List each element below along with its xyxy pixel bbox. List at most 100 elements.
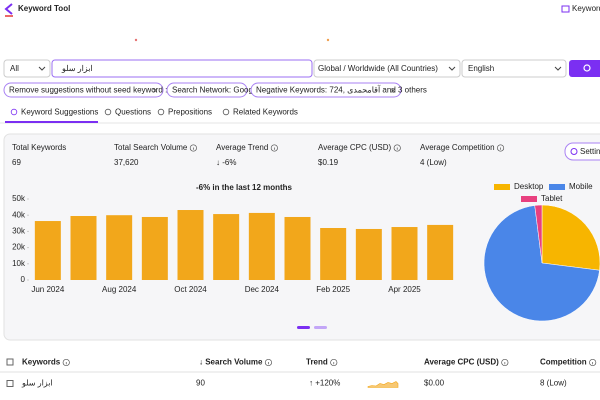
scope-value: All <box>10 64 19 73</box>
tab-icon <box>10 108 18 116</box>
legend-label: Tablet <box>541 194 563 203</box>
bar <box>355 228 382 280</box>
bar <box>391 227 418 280</box>
settings-button[interactable] <box>564 142 600 161</box>
bar <box>34 221 61 280</box>
stat-label: Average Competition <box>420 143 495 152</box>
column-header: Average CPC (USD) <box>424 358 499 367</box>
y-tick-label: 40k <box>12 210 26 219</box>
row-checkbox[interactable] <box>6 380 14 387</box>
chip-close[interactable] <box>152 88 158 93</box>
sparkline <box>367 381 399 388</box>
carousel-dot[interactable] <box>297 326 310 329</box>
carousel-dot[interactable] <box>314 326 327 329</box>
legend-label: Desktop <box>514 182 544 191</box>
tab-icon <box>157 108 165 116</box>
info-icon <box>497 144 505 152</box>
x-tick-label: Oct 2024 <box>174 285 207 294</box>
info-icon <box>589 358 597 367</box>
select-all[interactable] <box>6 358 14 366</box>
logo <box>4 3 13 15</box>
cart-icon <box>561 5 570 13</box>
stat-label: Average Trend <box>216 143 268 152</box>
info-icon <box>189 144 197 152</box>
app-title: Keyword Tool <box>18 4 70 13</box>
stat-value: 69 <box>12 158 21 167</box>
settings-label: Settings <box>580 147 600 156</box>
legend-swatch <box>549 184 565 190</box>
filter-chip[interactable] <box>166 82 248 98</box>
tab[interactable]: Prepositions <box>168 108 212 117</box>
y-tick-label: 10k <box>12 259 26 268</box>
bar <box>320 227 347 280</box>
chip-close[interactable] <box>390 88 396 93</box>
x-tick-label: Dec 2024 <box>245 285 280 294</box>
search-query: ابزار سلو <box>61 64 93 73</box>
info-icon <box>501 358 509 367</box>
column-header: Competition <box>540 358 587 367</box>
chevron <box>448 66 456 71</box>
table-cell: $0.00 <box>424 379 445 388</box>
table-cell: ابزار سلو <box>21 379 53 388</box>
location-select[interactable] <box>313 59 461 78</box>
bar <box>177 210 204 280</box>
pie-slice <box>483 205 600 322</box>
search-icon <box>583 64 591 72</box>
x-tick-label: Feb 2025 <box>316 285 350 294</box>
language-value: English <box>468 64 494 73</box>
column-header: Keywords <box>22 358 61 367</box>
x-tick-label: Aug 2024 <box>102 285 137 294</box>
y-tick-label: 30k <box>12 227 26 236</box>
table-cell: 8 (Low) <box>540 379 567 388</box>
tab[interactable]: Related Keywords <box>233 108 298 117</box>
bar <box>284 216 311 280</box>
pie-slice <box>534 204 543 264</box>
tab[interactable]: Keyword Suggestions <box>21 108 98 117</box>
column-header: ↓ Search Volume <box>199 358 263 367</box>
location-value: Global / Worldwide (All Countries) <box>318 64 438 73</box>
legend-label: Mobile <box>569 182 593 191</box>
chart-title: -6% in the last 12 months <box>196 183 293 192</box>
tab[interactable]: Questions <box>115 108 151 117</box>
legend-swatch <box>521 196 537 202</box>
scope-select[interactable] <box>3 59 51 78</box>
bar <box>248 212 275 280</box>
legend-swatch <box>494 184 510 190</box>
info-icon <box>393 144 401 152</box>
bar <box>427 224 454 280</box>
y-tick-label: 50k <box>12 194 26 203</box>
info-icon <box>62 358 70 367</box>
tab-icon <box>104 108 112 116</box>
stat-value: 37,620 <box>114 158 139 167</box>
stat-label: Total Search Volume <box>114 143 188 152</box>
x-tick-label: Jun 2024 <box>31 285 64 294</box>
bar <box>70 216 97 280</box>
info-icon <box>330 358 338 367</box>
tab-icon <box>222 108 230 116</box>
deco <box>326 38 330 42</box>
stat-label: Total Keywords <box>12 143 66 152</box>
chevron <box>38 66 46 71</box>
stat-label: Average CPC (USD) <box>318 143 392 152</box>
filter-chip-label: Remove suggestions without seed keyword … <box>9 86 180 95</box>
search-input[interactable] <box>51 59 313 78</box>
info-icon <box>270 144 278 152</box>
deco <box>134 38 138 42</box>
filter-chip[interactable] <box>250 82 402 98</box>
table-cell: ↑ +120% <box>309 379 340 388</box>
gear-icon <box>570 148 578 155</box>
filter-chip[interactable] <box>3 82 164 98</box>
bar <box>213 214 240 280</box>
info-icon <box>264 358 272 367</box>
stat-value: $0.19 <box>318 158 339 167</box>
active-tab-indicator <box>5 121 98 123</box>
x-tick-label: Apr 2025 <box>388 285 421 294</box>
stat-value: ↓ -6% <box>216 158 236 167</box>
header-link[interactable]: Keyword <box>572 4 600 13</box>
bar <box>141 216 168 280</box>
language-select[interactable] <box>461 59 567 78</box>
table-cell: 90 <box>196 379 205 388</box>
filter-chip-label: Negative Keywords: 724, آقامحمدی and 3 o… <box>256 85 427 95</box>
filter-chip-label: Search Network: Google <box>172 86 260 95</box>
